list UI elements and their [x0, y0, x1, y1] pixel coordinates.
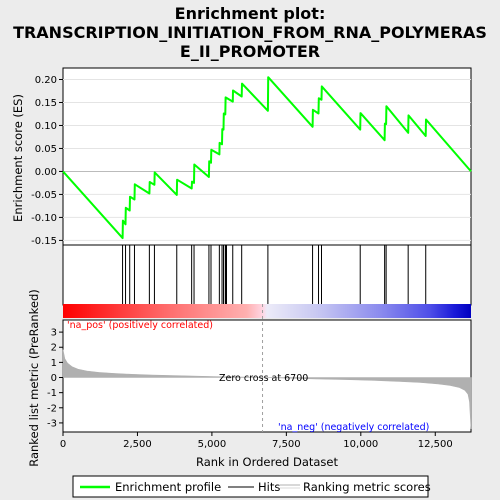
rank-tick-label: 3: [51, 328, 57, 339]
chart-title-line3: E_II_PROMOTER: [180, 42, 320, 61]
x-tick-label: 2,500: [123, 439, 152, 450]
es-tick-label: 0.15: [35, 98, 57, 109]
es-profile: [62, 76, 472, 240]
rank-metric-area: [62, 349, 472, 430]
rank-color-bar: [63, 304, 471, 318]
rank-tick-label: 0: [51, 373, 57, 384]
x-tick-label: 0: [60, 439, 66, 450]
hits-panel: [62, 244, 472, 306]
es-tick-label: 0.05: [35, 144, 57, 155]
x-ticks: 0 2,500 5,000 7,500 10,000 12,500: [60, 432, 453, 450]
rank-y-ticks: 3 2 1 0 -1 -2 -3: [47, 328, 63, 429]
rank-y-label: Ranked list metric (PreRanked): [27, 289, 41, 467]
x-tick-label: 7,500: [272, 439, 301, 450]
legend-metric-label: Ranking metric scores: [303, 480, 431, 494]
es-profile-line: [62, 76, 472, 240]
es-grid: [63, 78, 471, 241]
legend-profile-label: Enrichment profile: [115, 480, 221, 494]
es-y-ticks: 0.20 0.15 0.10 0.05 0.00 -0.05 -0.10 -0.15: [31, 75, 63, 247]
pos-correlated-label: 'na_pos' (positively correlated): [67, 320, 213, 331]
rank-tick-label: -1: [47, 388, 57, 399]
x-tick-label: 10,000: [343, 439, 378, 450]
rank-tick-label: -3: [47, 418, 57, 429]
x-tick-label: 12,500: [418, 439, 453, 450]
es-tick-label: -0.05: [31, 190, 57, 201]
x-tick-label: 5,000: [198, 439, 227, 450]
es-tick-label: 0.20: [35, 75, 57, 86]
chart-title-line1: Enrichment plot:: [175, 4, 326, 23]
rank-metric: [62, 304, 472, 432]
es-panel: [62, 67, 472, 246]
rank-tick-label: 1: [51, 358, 57, 369]
es-tick-label: -0.15: [31, 236, 57, 247]
zero-cross-label: Zero cross at 6700: [219, 373, 308, 384]
es-tick-label: 0.10: [35, 121, 57, 132]
neg-correlated-label: 'na_neg' (negatively correlated): [278, 422, 429, 433]
es-tick-label: -0.10: [31, 213, 57, 224]
chart-title-line2: TRANSCRIPTION_INITIATION_FROM_RNA_POLYME…: [13, 23, 487, 42]
hit-marks: [122, 245, 427, 304]
es-y-label: Enrichment score (ES): [11, 94, 25, 222]
legend-hits-label: Hits: [258, 480, 280, 494]
x-axis-label: Rank in Ordered Dataset: [196, 455, 339, 469]
es-tick-label: 0.00: [35, 167, 57, 178]
rank-tick-label: 2: [51, 343, 57, 354]
rank-tick-label: -2: [47, 403, 57, 414]
